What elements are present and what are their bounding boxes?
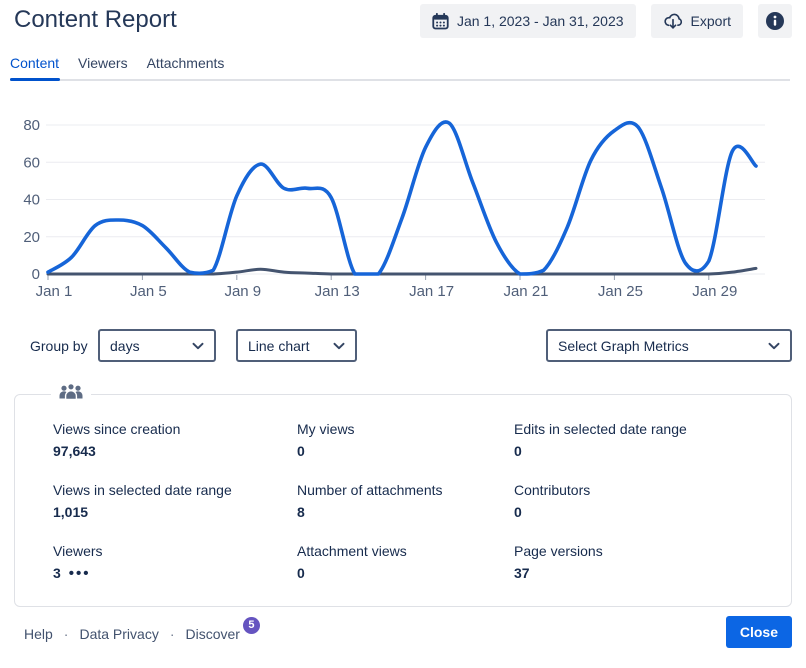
data-privacy-link[interactable]: Data Privacy (79, 625, 159, 642)
stat-item: Views in selected date range 1,015 (53, 482, 297, 520)
date-range-button[interactable]: Jan 1, 2023 - Jan 31, 2023 (419, 4, 636, 38)
stat-value: 8 (297, 504, 305, 520)
svg-text:Jan 25: Jan 25 (598, 283, 643, 300)
stat-value: 0 (297, 443, 305, 459)
stat-item: My views 0 (297, 421, 514, 459)
svg-text:60: 60 (23, 154, 40, 171)
tab-attachments[interactable]: Attachments (146, 55, 225, 71)
stat-label: My views (297, 421, 355, 437)
svg-text:Jan 5: Jan 5 (130, 283, 167, 300)
chevron-down-icon (768, 342, 780, 350)
tab-underline-track (10, 79, 790, 81)
stat-value: 0 (514, 504, 522, 520)
export-button[interactable]: Export (650, 4, 743, 38)
close-button[interactable]: Close (725, 616, 792, 648)
svg-text:Jan 9: Jan 9 (224, 283, 261, 300)
stat-value: 0 (514, 443, 522, 459)
info-button[interactable] (758, 4, 792, 38)
help-link[interactable]: Help (24, 625, 53, 642)
chevron-down-icon (333, 342, 345, 350)
header-actions: Jan 1, 2023 - Jan 31, 2023 Export (419, 4, 792, 38)
stats-grid: Views since creation 97,643 My views 0 Edits… (15, 395, 791, 581)
stat-label: Viewers (53, 543, 103, 559)
tab-bar: Content Viewers Attachments (10, 55, 243, 81)
svg-text:Jan 17: Jan 17 (409, 283, 454, 300)
stat-label: Views since creation (53, 421, 181, 437)
stat-value: 3 ••• (53, 564, 91, 582)
stat-item: Contributors 0 (514, 482, 791, 520)
export-label: Export (690, 13, 731, 29)
group-by-value: days (110, 337, 140, 354)
graph-metrics-select[interactable]: Select Graph Metrics (546, 329, 792, 362)
date-range-label: Jan 1, 2023 - Jan 31, 2023 (456, 13, 624, 29)
page-title: Content Report (14, 6, 177, 33)
discover-link[interactable]: Discover (185, 625, 240, 642)
chart-controls: Group by days Line chart Select Graph Me… (0, 329, 806, 363)
stat-item: Edits in selected date range 0 (514, 421, 791, 459)
stat-value: 0 (297, 565, 305, 581)
stat-label: Number of attachments (297, 482, 443, 498)
stat-item: Viewers 3 ••• (53, 543, 297, 581)
tab-viewers[interactable]: Viewers (78, 55, 128, 71)
stat-label: Attachment views (297, 543, 407, 559)
stat-value: 97,643 (53, 443, 96, 459)
chart-type-value: Line chart (248, 337, 310, 354)
stat-item: Number of attachments 8 (297, 482, 514, 520)
group-by-select[interactable]: days (98, 329, 216, 362)
stat-label: Edits in selected date range (514, 421, 687, 437)
stat-item: Views since creation 97,643 (53, 421, 297, 459)
stat-label: Views in selected date range (53, 482, 232, 498)
views-line-chart: 0 20 40 60 80 Jan 1 Jan 5 Jan 9 Jan 13 Jan 17 Jan … (23, 117, 765, 300)
calendar-icon (432, 12, 449, 30)
stat-item: Attachment views 0 (297, 543, 514, 581)
graph-metrics-value: Select Graph Metrics (558, 337, 689, 354)
svg-text:Jan 21: Jan 21 (503, 283, 548, 300)
stat-item: Page versions 37 (514, 543, 791, 581)
svg-text:Jan 1: Jan 1 (36, 283, 73, 300)
svg-text:20: 20 (23, 229, 40, 246)
chart-type-select[interactable]: Line chart (236, 329, 357, 362)
viewers-more-button[interactable]: ••• (68, 564, 91, 582)
discover-badge: 5 (242, 617, 260, 634)
info-icon (765, 11, 785, 31)
tab-content[interactable]: Content (10, 55, 60, 71)
stat-value: 37 (514, 565, 530, 581)
svg-text:40: 40 (23, 192, 40, 209)
svg-text:0: 0 (32, 266, 40, 283)
active-tab-indicator (10, 78, 60, 81)
chevron-down-icon (192, 342, 204, 350)
stats-panel: Views since creation 97,643 My views 0 Edits… (14, 382, 792, 607)
svg-text:Jan 13: Jan 13 (315, 283, 360, 300)
footer-links: Help · Data Privacy · Discover 5 (24, 617, 260, 642)
viewers-group-icon (51, 382, 91, 402)
link-separator: · (169, 625, 175, 642)
download-cloud-icon (663, 12, 683, 30)
stat-label: Contributors (514, 482, 591, 498)
svg-text:80: 80 (23, 117, 40, 134)
group-by-label: Group by (30, 338, 88, 354)
link-separator: · (63, 625, 69, 642)
stat-value: 1,015 (53, 504, 89, 520)
svg-text:Jan 29: Jan 29 (692, 283, 737, 300)
stat-label: Page versions (514, 543, 603, 559)
